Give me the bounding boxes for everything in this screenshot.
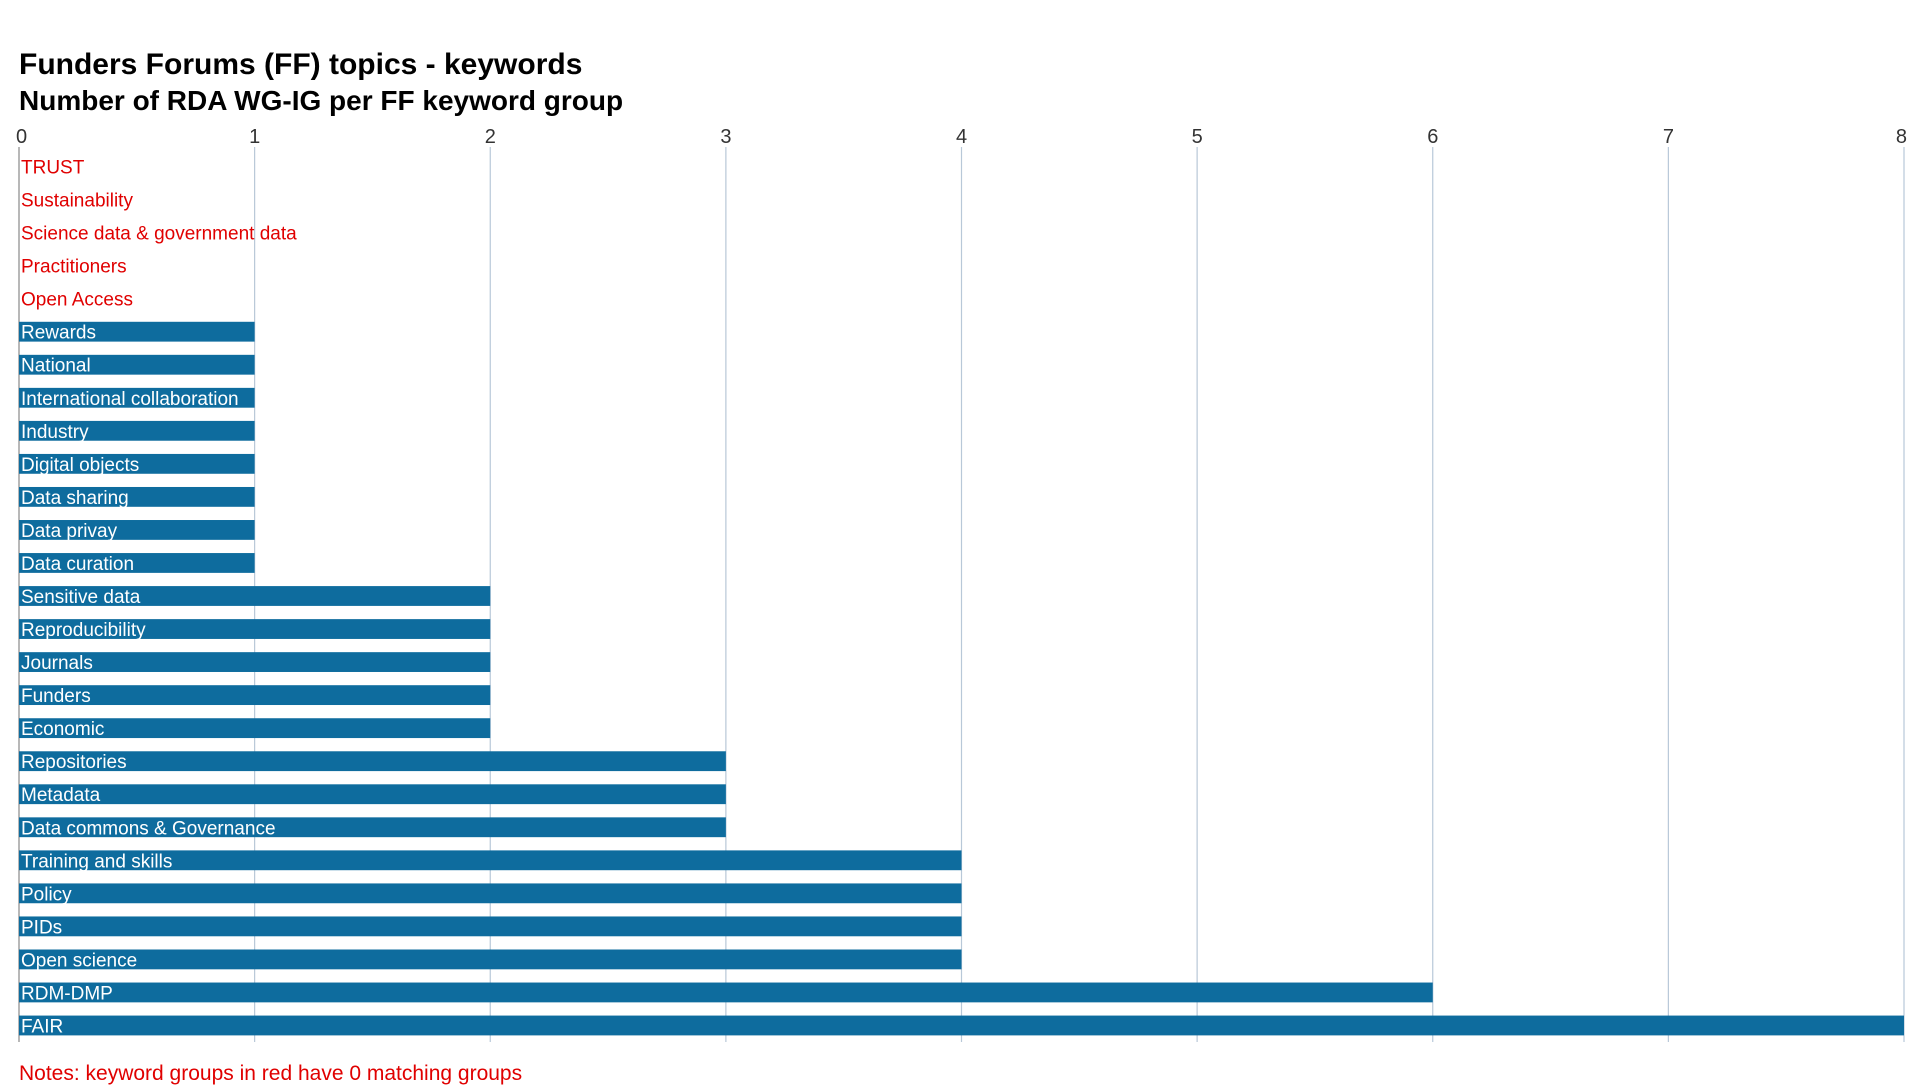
category-label-sustainability: Sustainability xyxy=(21,191,133,212)
category-label-journals: Journals xyxy=(21,653,93,674)
chart-note: Notes: keyword groups in red have 0 matc… xyxy=(19,1062,523,1085)
bar-data-privay xyxy=(19,520,255,540)
bar-reproducibility xyxy=(19,619,491,639)
category-label-industry: Industry xyxy=(21,422,89,443)
bar-data-sharing xyxy=(19,486,255,507)
bar-data-curation xyxy=(19,553,255,573)
bar-rdm-dmp xyxy=(19,982,1433,1003)
bars xyxy=(19,321,1904,1036)
category-label-data-privay: Data privay xyxy=(21,521,118,542)
category-label-sensitive-data: Sensitive data xyxy=(21,587,141,608)
x-axis-ticks: 0 1 2 3 4 5 6 7 8 xyxy=(16,126,1907,148)
category-label-pids: PIDs xyxy=(21,917,62,938)
x-tick-label-7: 7 xyxy=(1663,126,1674,148)
category-label-trust: TRUST xyxy=(21,158,85,179)
bar-sensitive-data xyxy=(19,586,491,606)
bar-policy xyxy=(19,883,962,904)
bar-economic xyxy=(19,718,491,739)
category-label-digital-objects: Digital objects xyxy=(21,455,139,476)
x-tick-label-3: 3 xyxy=(720,126,731,148)
bar-international-collaboration xyxy=(19,387,255,408)
bar-training-and-skills xyxy=(19,850,962,871)
category-labels: TRUST Sustainability Science data & govern… xyxy=(21,158,297,1038)
category-label-national: National xyxy=(21,356,91,377)
x-tick-label-6: 6 xyxy=(1427,126,1438,148)
category-label-practitioners: Practitioners xyxy=(21,257,127,278)
x-tick-label-8: 8 xyxy=(1896,126,1907,148)
bar-pids xyxy=(19,916,962,937)
category-label-open-science: Open science xyxy=(21,950,137,971)
category-label-international-collaboration: International collaboration xyxy=(21,389,239,410)
category-label-reproducibility: Reproducibility xyxy=(21,620,146,641)
bar-open-science xyxy=(19,949,962,970)
category-label-science-data-government-data: Science data & government data xyxy=(21,224,297,245)
bar-industry xyxy=(19,420,255,441)
category-label-data-curation: Data curation xyxy=(21,554,134,575)
x-tick-label-0: 0 xyxy=(16,126,27,148)
category-label-data-commons-governance: Data commons & Governance xyxy=(21,818,276,839)
chart-subtitle: Number of RDA WG-IG per FF keyword group xyxy=(19,85,624,116)
category-label-fair: FAIR xyxy=(21,1016,63,1037)
bar-rewards xyxy=(19,321,255,342)
bar-fair xyxy=(19,1015,1904,1036)
bar-journals xyxy=(19,652,491,672)
category-label-rewards: Rewards xyxy=(21,323,96,344)
category-label-repositories: Repositories xyxy=(21,752,127,773)
x-tick-label-5: 5 xyxy=(1192,126,1203,148)
bar-national xyxy=(19,354,255,375)
bar-digital-objects xyxy=(19,453,255,474)
bar-repositories xyxy=(19,751,726,772)
category-label-policy: Policy xyxy=(21,884,72,905)
category-label-rdm-dmp: RDM-DMP xyxy=(21,983,113,1004)
category-label-training-and-skills: Training and skills xyxy=(21,851,172,872)
bar-funders xyxy=(19,685,491,706)
category-label-funders: Funders xyxy=(21,686,91,707)
bar-data-commons-governance xyxy=(19,817,726,838)
x-tick-label-1: 1 xyxy=(249,126,260,148)
category-label-data-sharing: Data sharing xyxy=(21,488,129,509)
category-label-economic: Economic xyxy=(21,719,104,740)
x-tick-label-2: 2 xyxy=(485,126,496,148)
x-tick-label-4: 4 xyxy=(956,126,967,148)
category-label-open-access: Open Access xyxy=(21,290,133,311)
bar-metadata xyxy=(19,784,726,805)
chart-title: Funders Forums (FF) topics - keywords xyxy=(19,48,583,81)
category-label-metadata: Metadata xyxy=(21,785,101,806)
